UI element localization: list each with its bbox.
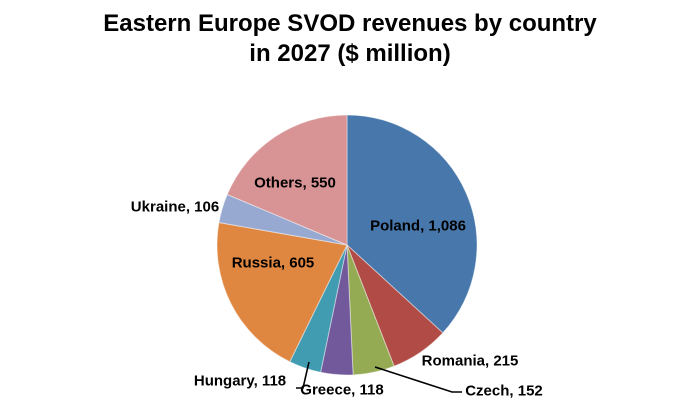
pie-slice-poland [346,114,478,334]
slice-label-russia: Russia, 605 [231,254,315,272]
leader-line-czech [374,366,462,393]
pie-slice-ukraine [218,193,348,246]
pie-slice-czech [346,244,395,376]
chart-title-line2: in 2027 ($ million) [249,40,451,67]
slice-label-ukraine: Ukraine, 106 [130,198,220,216]
leader-line-hungary [296,361,310,389]
pie-slice-russia [216,221,348,363]
slice-label-hungary: Hungary, 118 [193,372,287,390]
pie-slice-others [226,114,348,246]
slice-label-greece: Greece, 118 [300,381,384,399]
chart-title: Eastern Europe SVOD revenues by country … [0,9,700,69]
slice-label-others: Others, 550 [254,174,336,192]
slice-label-czech: Czech, 152 [465,382,543,400]
pie-slice-greece [320,244,354,376]
slice-label-poland: Poland, 1,086 [370,217,466,235]
slice-label-romania: Romania, 215 [421,352,519,370]
chart-title-line1: Eastern Europe SVOD revenues by country [103,10,597,37]
pie-slice-hungary [289,244,348,373]
pie-slice-romania [346,244,444,367]
